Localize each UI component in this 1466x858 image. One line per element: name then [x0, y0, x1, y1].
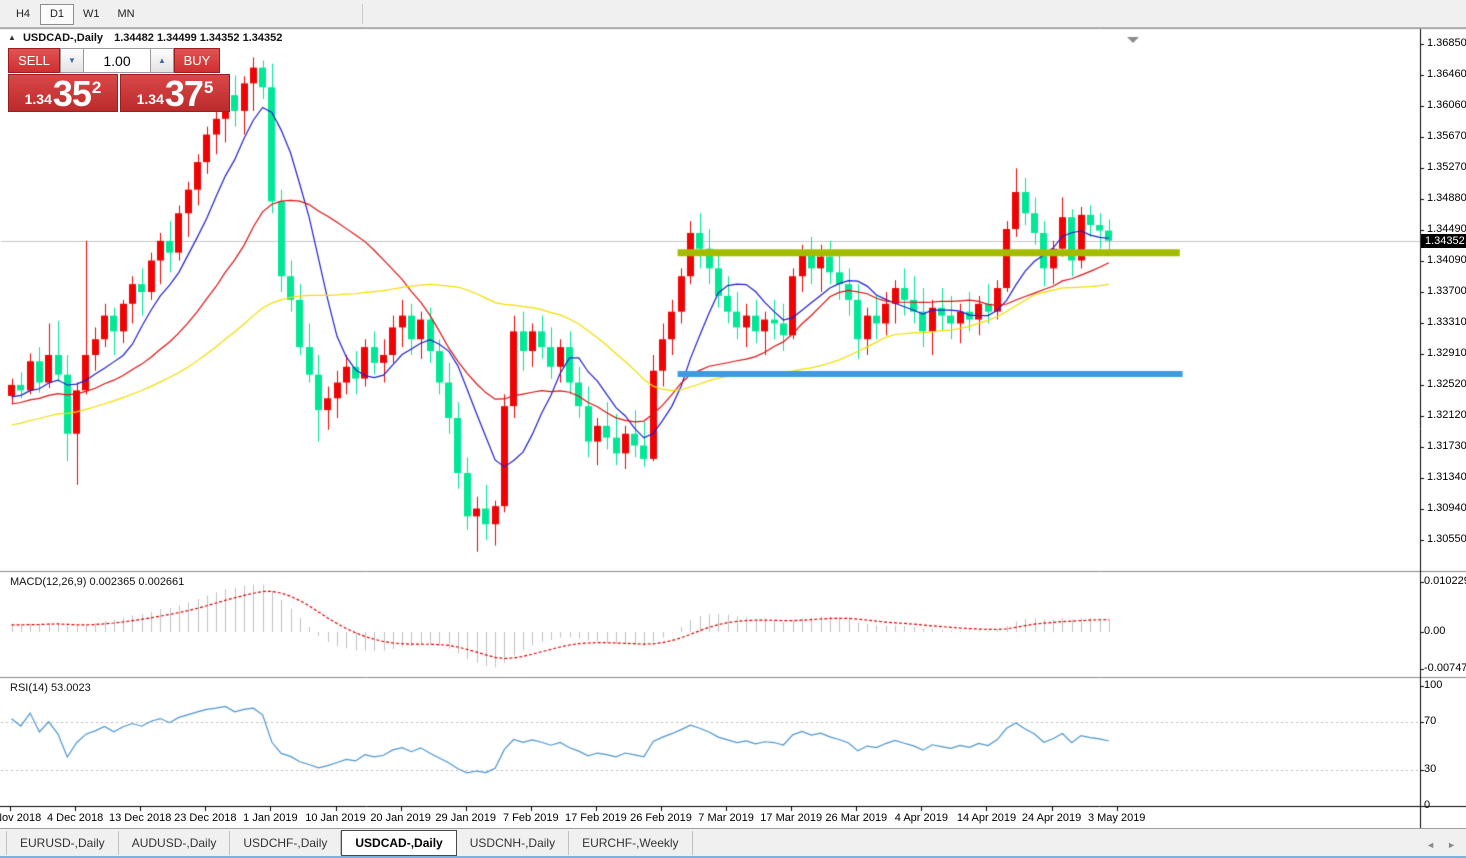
price-axis-label: 1.31730 [1427, 440, 1466, 453]
sell-price-pip: 2 [91, 78, 102, 97]
timeframe-tab-h4[interactable]: H4 [15, 8, 31, 20]
buy-price-pip: 5 [203, 78, 214, 97]
date-axis-label: 29 Jan 2019 [435, 812, 496, 824]
price-axis-label: 1.30940 [1427, 502, 1466, 515]
price-axis-label: 1.36060 [1427, 99, 1466, 112]
date-axis-label: 14 Apr 2019 [956, 812, 1017, 824]
timeframe-tab-mn[interactable]: MN [117, 8, 135, 20]
buy-price-big: 37 [164, 73, 204, 115]
buy-price-prefix: 1.34 [136, 91, 164, 107]
chart-tab-bar: EURUSD-,Daily AUDUSD-,Daily USDCHF-,Daily U… [0, 828, 1466, 856]
date-axis-label: 17 Mar 2019 [760, 812, 823, 824]
price-axis-label: 1.32520 [1427, 377, 1466, 390]
price-axis-label: 1.35270 [1427, 161, 1466, 174]
chart-tab-eurusd[interactable]: EURUSD-,Daily [6, 831, 119, 855]
date-axis-label: 4 Apr 2019 [894, 812, 948, 824]
chart-ohlc-values: 1.34482 1.34499 1.34352 1.34352 [114, 32, 283, 44]
chart-tab-usdchf[interactable]: USDCHF-,Daily [230, 831, 342, 855]
chart-tab-audusd[interactable]: AUDUSD-,Daily [119, 831, 231, 855]
volume-decrease-button[interactable]: ▼ [60, 48, 84, 73]
chart-tab-usdcnh[interactable]: USDCNH-,Daily [457, 831, 570, 855]
rsi-axis-label: 0 [1424, 799, 1431, 811]
price-axis-label: 1.31340 [1427, 470, 1466, 483]
price-axis-label: 1.36850 [1427, 37, 1466, 49]
date-axis-label: 26 Mar 2019 [825, 812, 888, 824]
price-axis-label: 1.36460 [1427, 67, 1466, 80]
price-axis-label: 1.30550 [1427, 532, 1466, 545]
window-edge-strip [0, 856, 1466, 858]
chart-tab-eurchf[interactable]: EURCHF-,Weekly [569, 831, 693, 855]
timeframe-tab-d1[interactable]: D1 [40, 3, 74, 25]
sell-price-box[interactable]: 1.34 35 2 [8, 74, 118, 112]
sell-button[interactable]: SELL [8, 48, 60, 73]
date-axis-label: 26 Feb 2019 [630, 812, 692, 824]
candlestick-chart-canvas[interactable] [0, 28, 1466, 828]
price-axis-label: 1.33700 [1427, 284, 1466, 297]
timeframe-tabs: H4 D1 W1 MN [6, 3, 144, 25]
rsi-axis-label: 30 [1424, 763, 1437, 775]
price-axis-label: 1.33310 [1427, 315, 1466, 328]
date-axis-label: 3 May 2019 [1087, 812, 1146, 824]
macd-indicator-label: MACD(12,26,9) 0.002365 0.002661 [10, 576, 185, 588]
date-axis-label: 17 Feb 2019 [565, 812, 627, 824]
volume-increase-button[interactable]: ▲ [150, 48, 174, 73]
tab-scroll-buttons: ◄ ► [1426, 840, 1456, 850]
current-bid-price-tag: 1.34352 [1421, 233, 1466, 248]
chart-symbol-label: USDCAD-,Daily [22, 32, 104, 44]
tab-scroll-right-icon[interactable]: ► [1447, 840, 1456, 850]
timeframe-toolbar: H4 D1 W1 MN [0, 0, 1466, 28]
date-axis-label: 25 Nov 2018 [0, 812, 42, 824]
buy-button[interactable]: BUY [174, 48, 220, 73]
chart-tabs: EURUSD-,Daily AUDUSD-,Daily USDCHF-,Daily U… [0, 830, 693, 856]
collapse-triangle-icon[interactable]: ▲ [8, 33, 16, 42]
date-axis-label: 13 Dec 2018 [108, 812, 172, 824]
one-click-trade-panel: SELL ▼ ▲ BUY 1.34 35 2 1.34 37 5 [8, 48, 230, 112]
date-axis-label: 23 Dec 2018 [174, 812, 237, 824]
price-axis-label: 1.32910 [1427, 347, 1466, 360]
macd-axis-label: 0.010229 [1424, 575, 1466, 587]
chevron-up-icon: ▲ [158, 56, 166, 65]
rsi-axis-label: 70 [1424, 715, 1437, 727]
date-axis-label: 24 Apr 2019 [1021, 812, 1082, 824]
toolbar-divider [361, 3, 363, 24]
tab-scroll-left-icon[interactable]: ◄ [1426, 840, 1436, 850]
rsi-indicator-label: RSI(14) 53.0023 [10, 682, 91, 694]
price-axis-label: 1.34090 [1427, 254, 1466, 267]
macd-axis-label: 0.00 [1424, 625, 1446, 637]
chart-title: ▲ USDCAD-,Daily 1.34482 1.34499 1.34352 … [8, 32, 282, 44]
date-axis-label: 4 Dec 2018 [46, 812, 104, 824]
macd-axis-label: -0.007477 [1424, 661, 1466, 674]
date-axis-label: 7 Feb 2019 [502, 812, 559, 824]
sell-price-big: 35 [52, 73, 92, 115]
buy-price-box[interactable]: 1.34 37 5 [120, 74, 230, 112]
rsi-axis-label: 100 [1424, 679, 1443, 691]
price-axis-label: 1.35670 [1427, 129, 1466, 142]
date-axis-label: 7 Mar 2019 [698, 812, 754, 824]
chevron-down-icon: ▼ [68, 56, 76, 65]
chart-window[interactable]: ▲ USDCAD-,Daily 1.34482 1.34499 1.34352 … [0, 28, 1466, 828]
price-axis-label: 1.34880 [1427, 192, 1466, 205]
price-axis-label: 1.32120 [1427, 409, 1466, 422]
volume-input[interactable] [84, 48, 150, 73]
date-axis-label: 10 Jan 2019 [305, 812, 366, 824]
date-axis-label: 20 Jan 2019 [370, 812, 431, 824]
date-axis-label: 1 Jan 2019 [243, 812, 298, 824]
sell-price-prefix: 1.34 [24, 91, 52, 107]
price-axis-label: 1.34490 [1427, 222, 1466, 235]
timeframe-tab-w1[interactable]: W1 [83, 8, 100, 20]
chart-tab-usdcad[interactable]: USDCAD-,Daily [341, 830, 457, 856]
